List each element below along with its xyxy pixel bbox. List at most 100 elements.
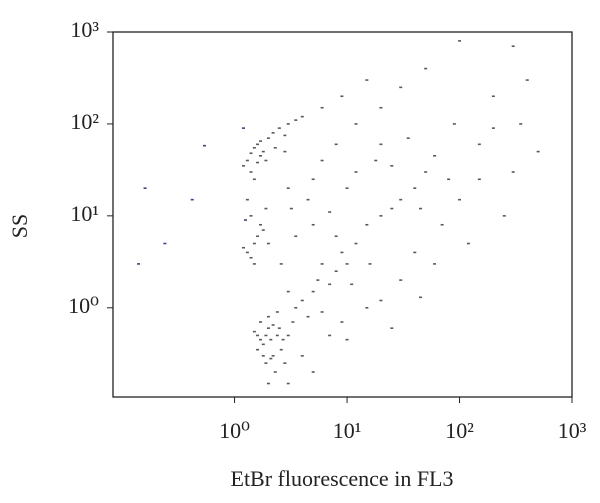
point (241, 127, 245, 129)
point (306, 315, 310, 318)
point (300, 355, 304, 357)
point (379, 143, 383, 146)
point (271, 324, 275, 326)
point (316, 279, 320, 281)
y-tick-label: 10³ (70, 17, 99, 42)
x-axis-label: EtBr fluorescence in FL3 (231, 466, 454, 491)
point (419, 296, 423, 299)
y-tick-label: 10¹ (70, 201, 99, 226)
point (264, 362, 268, 364)
point (390, 327, 394, 329)
point (269, 357, 273, 360)
point (354, 171, 358, 173)
point (379, 299, 383, 302)
point (266, 315, 270, 318)
point (413, 251, 417, 254)
point (328, 334, 332, 337)
point (279, 348, 283, 351)
point (447, 178, 451, 181)
point (345, 263, 349, 265)
point (311, 178, 315, 181)
point (249, 256, 253, 259)
x-tick-label: 10⁰ (219, 418, 250, 443)
point (334, 235, 338, 238)
point (294, 235, 298, 238)
point (368, 263, 372, 265)
point (354, 242, 358, 245)
point (334, 270, 338, 272)
point (289, 207, 293, 210)
point (241, 246, 245, 249)
point (511, 171, 515, 173)
y-axis-label: SS (7, 214, 32, 238)
point (294, 306, 298, 309)
point (466, 242, 470, 245)
point (137, 263, 141, 265)
point (328, 283, 332, 286)
point (320, 159, 324, 162)
point (491, 127, 495, 129)
point (264, 159, 268, 162)
point (258, 223, 262, 226)
point (340, 321, 344, 323)
point (256, 143, 260, 146)
point (275, 334, 279, 337)
point (294, 119, 298, 121)
point (286, 123, 290, 125)
point (258, 321, 262, 323)
point (252, 178, 256, 181)
point (328, 211, 332, 213)
point (419, 207, 423, 210)
point (477, 143, 481, 146)
point (536, 150, 540, 153)
point (286, 187, 290, 189)
point (286, 290, 290, 293)
point (334, 143, 338, 146)
point (390, 165, 394, 167)
point (440, 223, 444, 226)
point (275, 311, 279, 313)
point (458, 40, 462, 42)
point (281, 338, 285, 341)
point (300, 299, 304, 302)
point (258, 140, 262, 142)
point (261, 343, 265, 346)
point (273, 371, 277, 373)
y-tick-label: 10² (70, 109, 99, 134)
point (202, 144, 206, 147)
point (519, 123, 523, 125)
point (340, 95, 344, 98)
y-tick-label: 10⁰ (68, 293, 99, 318)
point (311, 290, 315, 293)
point (458, 198, 462, 201)
point (340, 251, 344, 254)
point (283, 362, 287, 364)
point (424, 171, 428, 173)
point (365, 79, 369, 81)
point (271, 132, 275, 134)
point (424, 67, 428, 70)
point (266, 137, 270, 139)
x-tick-label: 10³ (558, 418, 587, 443)
point (511, 45, 515, 48)
point (245, 159, 249, 162)
point (399, 279, 403, 281)
x-tick-label: 10¹ (333, 418, 362, 443)
point (311, 371, 315, 373)
point (300, 115, 304, 118)
point (283, 150, 287, 153)
point (433, 155, 437, 157)
point (256, 235, 260, 238)
point (252, 146, 256, 149)
point (291, 321, 295, 323)
point (452, 123, 456, 125)
point (273, 146, 277, 149)
point (271, 355, 275, 357)
point (252, 242, 256, 245)
point (399, 86, 403, 89)
point (252, 263, 256, 265)
point (256, 161, 260, 164)
point (143, 187, 147, 189)
point (502, 215, 506, 217)
